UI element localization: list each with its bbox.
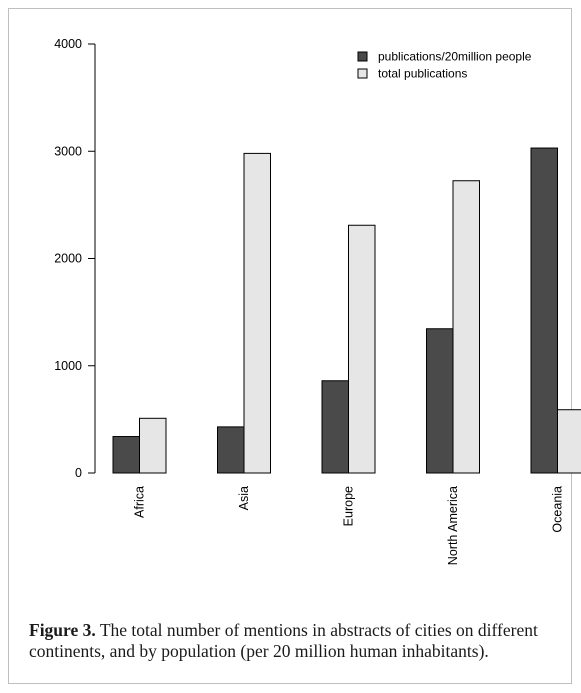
- y-tick-label: 4000: [54, 37, 82, 51]
- legend: publications/20million people total publi…: [357, 50, 532, 81]
- legend-swatch: [357, 68, 368, 79]
- x-tick-label: Asia: [237, 486, 251, 510]
- y-tick-label: 2000: [54, 252, 82, 266]
- y-tick-label: 1000: [54, 359, 82, 373]
- bar-chart: 0 1000 2000 3000 4000 Africa Asia Europe North …: [54, 37, 581, 565]
- x-tick-label: North America: [446, 486, 460, 565]
- bar-per-capita-asia: [217, 426, 245, 474]
- bars: [112, 147, 581, 474]
- bar-total-asia: [243, 152, 271, 474]
- x-tick-label: Oceania: [551, 486, 565, 533]
- legend-label: publications/20million people: [378, 50, 532, 64]
- legend-swatch: [357, 51, 368, 62]
- bar-total-europe: [348, 224, 376, 474]
- bar-total-oceania: [557, 409, 581, 474]
- legend-label: total publications: [378, 67, 467, 81]
- caption-label: Figure 3.: [29, 620, 96, 640]
- x-tick-label: Europe: [342, 486, 356, 526]
- x-tick-label: Africa: [133, 486, 147, 518]
- caption-text: The total number of mentions in abstract…: [29, 620, 538, 661]
- y-tick-label: 3000: [54, 144, 82, 158]
- bar-per-capita-north-america: [426, 328, 454, 474]
- y-axis: 0 1000 2000 3000 4000: [54, 37, 96, 480]
- figure-caption: Figure 3. The total number of mentions i…: [29, 620, 549, 662]
- y-tick-label: 0: [75, 466, 82, 480]
- bar-per-capita-africa: [112, 436, 140, 474]
- bar-total-north-america: [452, 180, 480, 474]
- bar-per-capita-europe: [321, 380, 349, 474]
- bar-total-africa: [139, 417, 167, 474]
- bar-per-capita-oceania: [530, 147, 558, 474]
